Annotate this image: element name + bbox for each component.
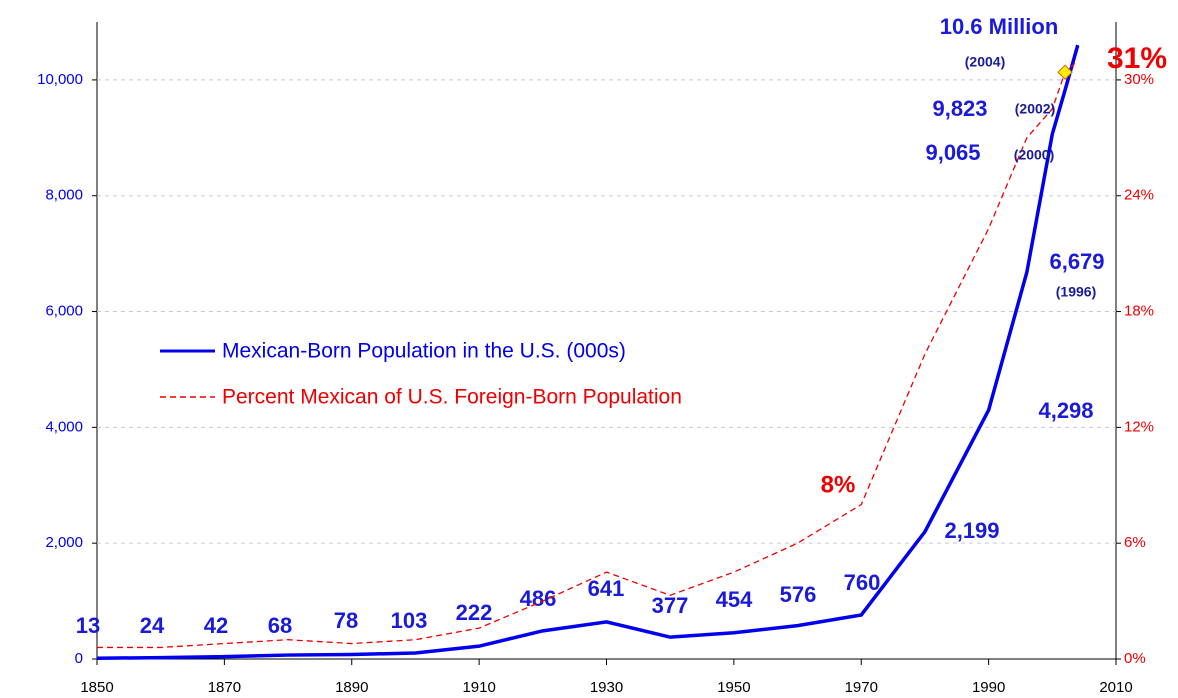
data-label: 9,065	[925, 140, 980, 165]
data-label: 641	[588, 576, 625, 601]
y2-tick-label: 12%	[1124, 418, 1154, 435]
data-label: 10.6 Million	[940, 14, 1059, 39]
annotation: (2000)	[1014, 147, 1054, 163]
data-label: 4,298	[1038, 398, 1093, 423]
y-tick-label: 0	[75, 650, 83, 667]
data-label: 68	[268, 613, 292, 638]
data-label: 8%	[821, 471, 856, 498]
x-tick-label: 1970	[845, 679, 878, 696]
x-tick-label: 1850	[80, 679, 113, 696]
y2-tick-label: 18%	[1124, 303, 1154, 320]
data-label: 576	[780, 582, 817, 607]
annotation: (1996)	[1056, 284, 1096, 300]
data-label: 31%	[1107, 42, 1167, 75]
data-label: 103	[391, 608, 428, 633]
x-tick-label: 1870	[208, 679, 241, 696]
data-label: 222	[456, 600, 493, 625]
annotation: (2004)	[965, 54, 1005, 70]
y-tick-label: 8,000	[45, 187, 83, 204]
y-tick-label: 10,000	[37, 71, 83, 88]
x-tick-label: 1990	[972, 679, 1005, 696]
y-tick-label: 4,000	[45, 418, 83, 435]
annotation: (2002)	[1015, 101, 1055, 117]
data-label: 2,199	[944, 518, 999, 543]
x-tick-label: 1950	[717, 679, 750, 696]
data-label: 9,823	[932, 96, 987, 121]
x-tick-label: 1890	[335, 679, 368, 696]
data-label: 454	[716, 587, 753, 612]
data-label: 377	[652, 593, 689, 618]
y-tick-label: 2,000	[45, 534, 83, 551]
data-label: 42	[204, 613, 228, 638]
data-label: 760	[844, 570, 881, 595]
data-label: 78	[334, 608, 358, 633]
x-tick-label: 1930	[590, 679, 623, 696]
series-line	[97, 60, 1079, 649]
marker	[1057, 64, 1073, 80]
data-label: 24	[140, 613, 165, 638]
y2-tick-label: 24%	[1124, 187, 1154, 204]
series-line	[96, 44, 1080, 660]
y-tick-label: 6,000	[45, 303, 83, 320]
x-tick-label: 1910	[462, 679, 495, 696]
y2-tick-label: 30%	[1124, 71, 1154, 88]
data-label: 486	[520, 586, 557, 611]
legend-label: Mexican-Born Population in the U.S. (000…	[222, 340, 626, 363]
data-label: 13	[76, 613, 100, 638]
y2-tick-label: 6%	[1124, 534, 1146, 551]
legend-label: Percent Mexican of U.S. Foreign-Born Pop…	[222, 386, 682, 409]
data-label: 6,679	[1049, 249, 1104, 274]
x-tick-label: 2010	[1099, 679, 1132, 696]
y2-tick-label: 0%	[1124, 650, 1146, 667]
